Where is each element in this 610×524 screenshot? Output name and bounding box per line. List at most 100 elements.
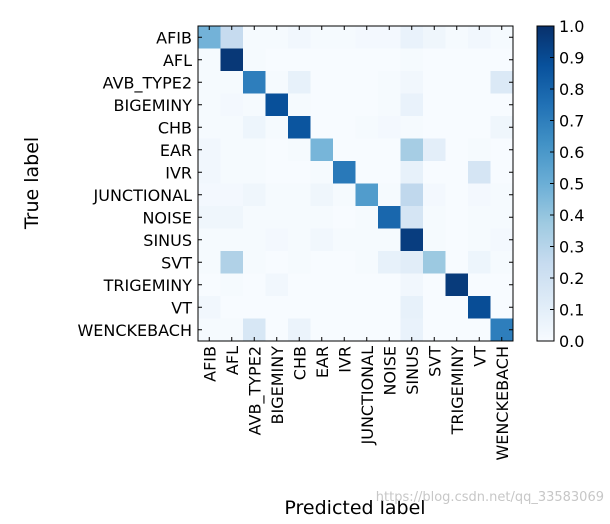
heatmap-cell (220, 228, 244, 252)
heatmap-cell (423, 26, 446, 49)
heatmap-cell (378, 251, 401, 274)
heatmap-cell (423, 116, 446, 139)
y-tick-label: AVB_TYPE2 (103, 73, 192, 93)
heatmap-cell (288, 318, 311, 342)
heatmap-cell (490, 71, 514, 94)
heatmap-cell (468, 251, 491, 274)
heatmap-cell (310, 71, 334, 94)
heatmap-cell (468, 71, 491, 94)
heatmap-cell (310, 48, 334, 72)
colorbar-tick-label: 0.5 (559, 175, 584, 194)
y-tick-label: BIGEMINY (114, 96, 193, 115)
heatmap-cell (265, 26, 289, 49)
heatmap-cell (423, 138, 446, 162)
heatmap-cell (333, 48, 356, 72)
heatmap-cell (468, 48, 491, 72)
heatmap-cell (378, 183, 401, 207)
heatmap-cell (423, 93, 446, 117)
heatmap-cell (445, 206, 469, 229)
heatmap-cell (490, 138, 514, 162)
colorbar-tick-label: 0.3 (559, 238, 584, 257)
heatmap-cell (400, 296, 424, 319)
x-tick-label: NOISE (380, 346, 399, 396)
y-tick-label: TRIGEMINY (103, 276, 193, 295)
heatmap-cell (310, 116, 334, 139)
x-tick-label: BIGEMINY (268, 346, 287, 425)
x-tick-label: WENCKEBACH (493, 346, 512, 461)
heatmap-cell (490, 26, 514, 49)
heatmap-cell (378, 206, 401, 229)
heatmap-cell (378, 26, 401, 49)
heatmap-cell (378, 318, 401, 342)
heatmap-cell (490, 273, 514, 297)
heatmap-cell (333, 183, 356, 207)
heatmap-cell (468, 116, 491, 139)
x-tick-label: IVR (335, 346, 354, 373)
heatmap-cell (355, 71, 379, 94)
heatmap-cell (490, 161, 514, 184)
heatmap-cell (355, 228, 379, 252)
heatmap-cell (288, 93, 311, 117)
heatmap-cell (265, 183, 289, 207)
heatmap-cell (288, 116, 311, 139)
heatmap-cell (243, 48, 266, 72)
colorbar-tick-label: 0.0 (559, 332, 584, 351)
colorbar-tick-label: 1.0 (559, 17, 584, 36)
heatmap-cell (445, 93, 469, 117)
heatmap-cell (468, 273, 491, 297)
heatmap-cell (243, 296, 266, 319)
heatmap-cell (378, 48, 401, 72)
heatmap-cell (220, 93, 244, 117)
y-tick-label: AFL (163, 51, 192, 70)
heatmap-cell (243, 93, 266, 117)
x-tick-label: SVT (425, 346, 444, 377)
heatmap-cell (243, 318, 266, 342)
heatmap-cell (265, 71, 289, 94)
heatmap-cell (310, 228, 334, 252)
heatmap-cell (288, 251, 311, 274)
heatmap-cell (288, 183, 311, 207)
heatmap-cell (220, 71, 244, 94)
x-tick-label: CHB (290, 346, 309, 380)
heatmap-cell (243, 116, 266, 139)
heatmap-cell (198, 161, 221, 184)
heatmap-cell (220, 206, 244, 229)
x-tick-label: SINUS (403, 346, 422, 395)
heatmap-cell (423, 228, 446, 252)
heatmap-cell (220, 273, 244, 297)
heatmap-cell (310, 273, 334, 297)
heatmap-cell (490, 48, 514, 72)
heatmap-cell (490, 296, 514, 319)
heatmap-cell (243, 26, 266, 49)
heatmap-cell (490, 93, 514, 117)
heatmap-cell (265, 296, 289, 319)
heatmap-cell (288, 138, 311, 162)
heatmap-cell (445, 251, 469, 274)
heatmap-cell (355, 318, 379, 342)
heatmap-cell (220, 48, 244, 72)
heatmap-cell (333, 296, 356, 319)
heatmap-cell (288, 228, 311, 252)
heatmap-cell (310, 251, 334, 274)
heatmap-cell (400, 183, 424, 207)
x-tick-label: AVB_TYPE2 (245, 346, 265, 435)
heatmap-cell (423, 183, 446, 207)
heatmap-cell (220, 318, 244, 342)
heatmap-cell (310, 183, 334, 207)
heatmap-cell (243, 161, 266, 184)
heatmap-cell (288, 296, 311, 319)
heatmap-cell (333, 251, 356, 274)
heatmap-cell (445, 183, 469, 207)
x-tick-label: EAR (313, 346, 332, 378)
heatmap-cell (333, 71, 356, 94)
heatmap-cell (378, 93, 401, 117)
heatmap-cell (288, 26, 311, 49)
y-tick-label: JUNCTIONAL (93, 186, 193, 205)
y-tick-label: NOISE (142, 208, 192, 227)
heatmap-cell (423, 273, 446, 297)
heatmap-cell (288, 206, 311, 229)
heatmap-cell (423, 318, 446, 342)
heatmap-cell (220, 26, 244, 49)
